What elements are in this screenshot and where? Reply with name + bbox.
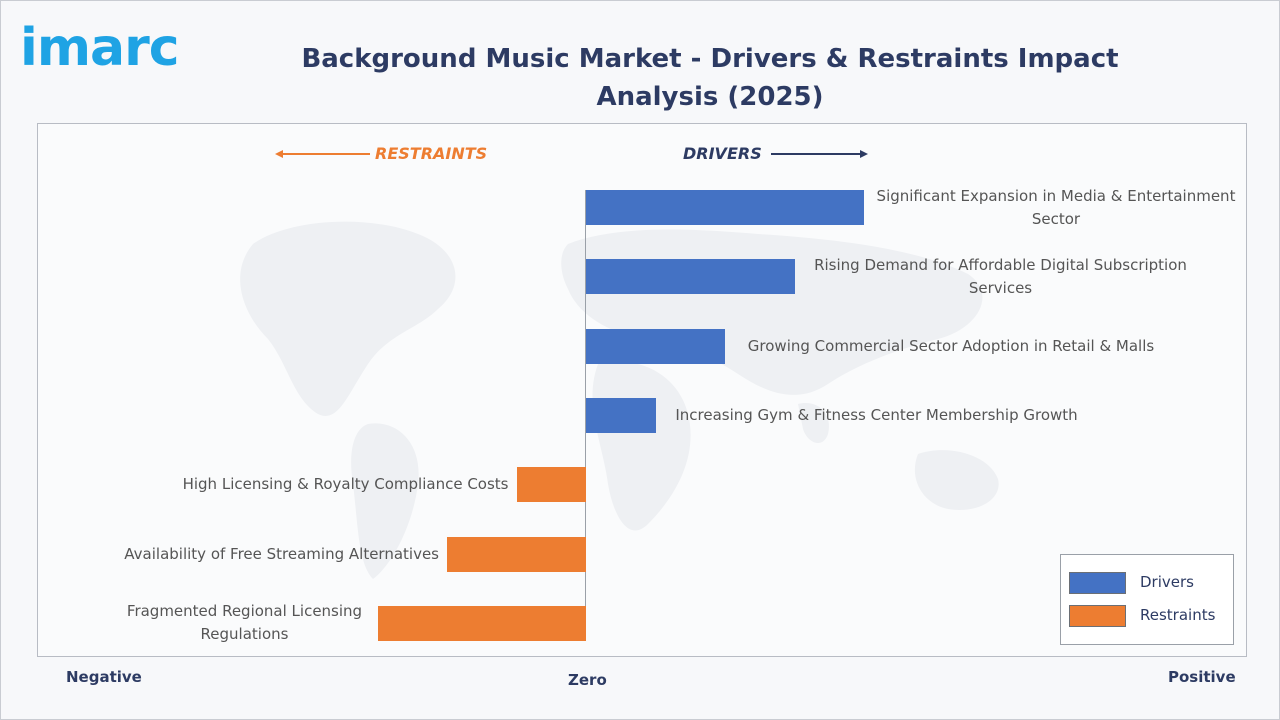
- axis-label-zero: Zero: [568, 671, 607, 689]
- bar-restraint-6: [447, 536, 586, 572]
- bar-driver-3: [586, 328, 725, 364]
- world-map-background: [240, 221, 999, 579]
- left-arrow-icon: [275, 150, 370, 158]
- legend-swatch-restraints: [1069, 605, 1126, 627]
- drivers-label: DRIVERS: [683, 144, 762, 163]
- right-arrow-icon: [771, 150, 868, 158]
- legend-label-drivers: Drivers: [1140, 573, 1194, 591]
- bar-label-5: High Licensing & Royalty Compliance Cost…: [182, 475, 509, 494]
- zero-axis-line: [585, 190, 586, 640]
- bar-label-4: Increasing Gym & Fitness Center Membersh…: [675, 405, 1078, 424]
- bar-label-6: Availability of Free Streaming Alternati…: [124, 544, 439, 563]
- bar-label-7: Fragmented Regional Licensing Regulation…: [126, 602, 363, 644]
- bar-label-3: Growing Commercial Sector Adoption in Re…: [747, 336, 1155, 355]
- bar-label-1: Significant Expansion in Media & Enterta…: [876, 186, 1236, 228]
- axis-label-positive: Positive: [1168, 668, 1236, 686]
- bar-restraint-5: [516, 467, 586, 503]
- bar-driver-4: [586, 397, 656, 433]
- bar-driver-2: [586, 259, 795, 295]
- axis-label-negative: Negative: [66, 668, 142, 686]
- legend-swatch-drivers: [1069, 572, 1126, 594]
- legend: Drivers Restraints: [1060, 554, 1234, 645]
- chart-title: Background Music Market - Drivers & Rest…: [301, 44, 1119, 112]
- bar-restraint-7: [377, 605, 586, 641]
- plot-area: RESTRAINTS DRIVERS Significant Expansion…: [37, 123, 1247, 657]
- bar-label-2: Rising Demand for Affordable Digital Sub…: [814, 255, 1187, 297]
- restraints-label: RESTRAINTS: [375, 144, 488, 163]
- imarc-logo: imarc: [20, 18, 180, 78]
- legend-label-restraints: Restraints: [1140, 606, 1216, 624]
- bar-driver-1: [586, 190, 864, 225]
